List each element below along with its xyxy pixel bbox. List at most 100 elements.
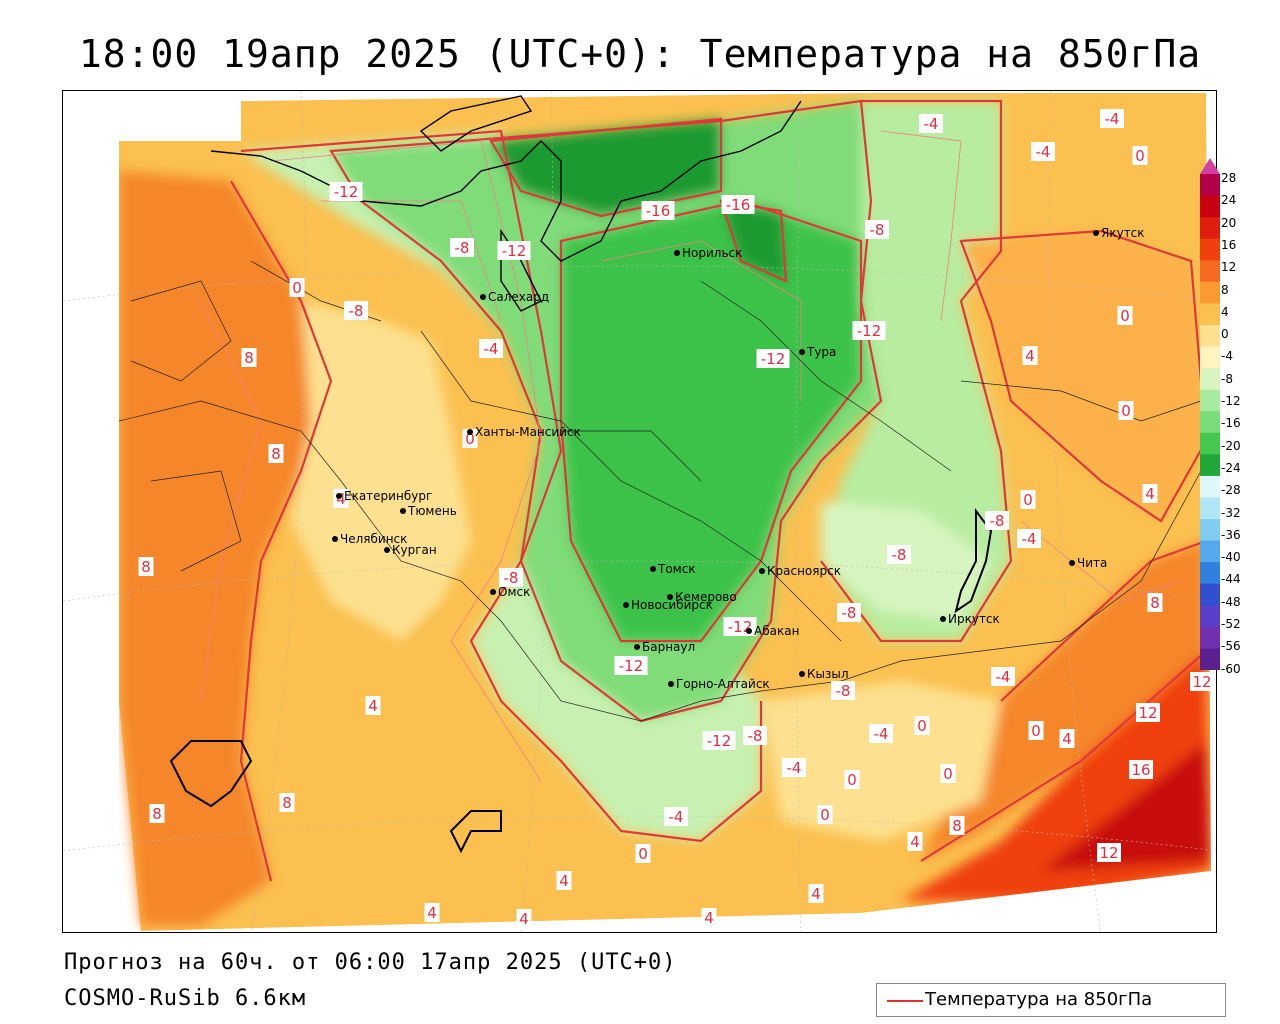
colorbar-tick-label: -32 bbox=[1221, 505, 1241, 520]
contour-label-text: 0 bbox=[292, 279, 302, 297]
colorbar-tick-label: -52 bbox=[1221, 617, 1241, 631]
contour-label-text: -8 bbox=[870, 221, 885, 239]
contour-label: -8 bbox=[743, 726, 767, 745]
city-label: Горно-Алтайск bbox=[676, 677, 770, 691]
city-marker: Екатеринбург bbox=[336, 489, 432, 503]
contour-label-text: 0 bbox=[943, 765, 953, 783]
contour-labels: -12-8 -12-16 -16-8-4 -4-4 00-8-4-12-12048800… bbox=[138, 109, 1214, 928]
city-label: Красноярск bbox=[767, 564, 841, 578]
city-label: Новосибирск bbox=[631, 598, 713, 612]
novaya-zemlya bbox=[419, 95, 533, 152]
colorbar-tick-label: -60 bbox=[1221, 661, 1241, 676]
city-marker: Челябинск bbox=[332, 532, 407, 546]
city-label: Курган bbox=[392, 543, 437, 557]
city-label: Тюмень bbox=[407, 504, 457, 518]
colorbar-segment bbox=[1200, 217, 1220, 240]
city-label: Кемерово bbox=[675, 590, 737, 604]
zone-southeast-hottest bbox=[1041, 741, 1211, 871]
model-name: COSMO-RuSib 6.6км bbox=[64, 986, 307, 1011]
contour-label-text: 0 bbox=[917, 717, 927, 735]
city-label: Чита bbox=[1077, 556, 1107, 570]
city-label: Томск bbox=[657, 562, 696, 576]
city-marker: Омск bbox=[490, 585, 530, 599]
contour-label: 8 bbox=[949, 816, 965, 835]
contour-label-text: 4 bbox=[1025, 347, 1035, 365]
city-dot bbox=[490, 589, 496, 595]
contour-label-text: 4 bbox=[336, 490, 346, 508]
contour-label-text: 4 bbox=[427, 904, 437, 922]
contour-label-text: 8 bbox=[952, 817, 962, 835]
contour-label: -12 bbox=[723, 617, 757, 636]
colorbar-tick-label: -12 bbox=[1221, 394, 1241, 408]
zone-central-colder bbox=[561, 201, 861, 641]
caspian-aral bbox=[169, 740, 253, 808]
contour-label: 4 bbox=[701, 908, 717, 927]
contour-label-text: -4 bbox=[484, 340, 499, 358]
colorbar-segment bbox=[1200, 583, 1220, 606]
city-label: Ханты-Мансийск bbox=[475, 425, 581, 439]
contour-label: -4 bbox=[1100, 109, 1124, 128]
contour-label-text: 12 bbox=[1138, 704, 1157, 722]
city-dot bbox=[623, 602, 629, 608]
contour-label-text: -4 bbox=[924, 115, 939, 133]
colorbar-tick-label: -4 bbox=[1221, 349, 1233, 364]
contour-label: 16 bbox=[1129, 760, 1153, 779]
city-marker: Тюмень bbox=[400, 504, 457, 518]
city-dot bbox=[940, 616, 946, 622]
contour-label: 8 bbox=[241, 348, 257, 367]
contour-label: 0 bbox=[1020, 490, 1036, 509]
city-dot bbox=[759, 568, 765, 574]
city-marker: Томск bbox=[650, 562, 696, 576]
contour-label: 0 bbox=[844, 770, 860, 789]
city-dot bbox=[1069, 560, 1075, 566]
city-marker: Красноярск bbox=[759, 564, 841, 578]
zone-taimyr-coldest bbox=[491, 119, 721, 216]
contour-label-text: 4 bbox=[811, 885, 821, 903]
city-dot bbox=[634, 644, 640, 650]
city-marker: Салехард bbox=[480, 290, 549, 304]
contour-label: 0 bbox=[914, 716, 930, 735]
contour-label-text: -12 bbox=[334, 183, 359, 201]
colorbar-segment bbox=[1200, 626, 1220, 649]
contour-label: -12 bbox=[614, 656, 648, 675]
city-label: Норильск bbox=[682, 246, 742, 260]
colorbar-segment bbox=[1200, 475, 1220, 498]
contour-label-text: -12 bbox=[857, 322, 882, 340]
contour-label: 12 bbox=[1097, 843, 1121, 862]
contour-label: 0 bbox=[817, 805, 833, 824]
contour-label-text: 8 bbox=[271, 445, 281, 463]
city-dot bbox=[480, 294, 486, 300]
contour-label-text: 8 bbox=[282, 794, 292, 812]
contour-label-text: 4 bbox=[1145, 485, 1155, 503]
contour-label-text: 4 bbox=[910, 833, 920, 851]
colorbar bbox=[1200, 158, 1220, 670]
city-marker: Кемерово bbox=[667, 590, 737, 604]
contour-label: -16 bbox=[641, 201, 675, 220]
contour-label: -4 bbox=[1031, 142, 1055, 161]
contour-label-text: -4 bbox=[874, 725, 889, 743]
contour-label-text: -16 bbox=[726, 196, 751, 214]
contour-label-text: 0 bbox=[465, 430, 475, 448]
contour-label-text: 0 bbox=[1023, 491, 1033, 509]
colorbar-tick-label: 4 bbox=[1221, 304, 1229, 319]
contour-label: 0 bbox=[635, 844, 651, 863]
contour-label: 8 bbox=[279, 793, 295, 812]
lake-baikal bbox=[954, 508, 993, 614]
contour-label-text: -16 bbox=[646, 202, 671, 220]
colorbar-segment bbox=[1200, 648, 1220, 670]
contour-label-text: 12 bbox=[1099, 844, 1118, 862]
contour-label: -8 bbox=[831, 681, 855, 700]
city-dot bbox=[674, 250, 680, 256]
legend-line-swatch bbox=[887, 1000, 923, 1002]
contour-label-text: -8 bbox=[836, 682, 851, 700]
zone-ural-mild bbox=[291, 301, 471, 641]
colorbar-tick-label: -44 bbox=[1221, 572, 1241, 587]
contour-label: 0 bbox=[289, 278, 305, 297]
colorbar-tick-label: 20 bbox=[1221, 215, 1237, 230]
contour-label: 4 bbox=[1022, 346, 1038, 365]
city-label: Иркутск bbox=[948, 612, 1000, 626]
contour-label: 12 bbox=[1136, 703, 1160, 722]
colorbar-tick-label: -48 bbox=[1221, 594, 1241, 609]
contour-label: -4 bbox=[782, 758, 806, 777]
contour-label-text: -4 bbox=[1105, 110, 1120, 128]
